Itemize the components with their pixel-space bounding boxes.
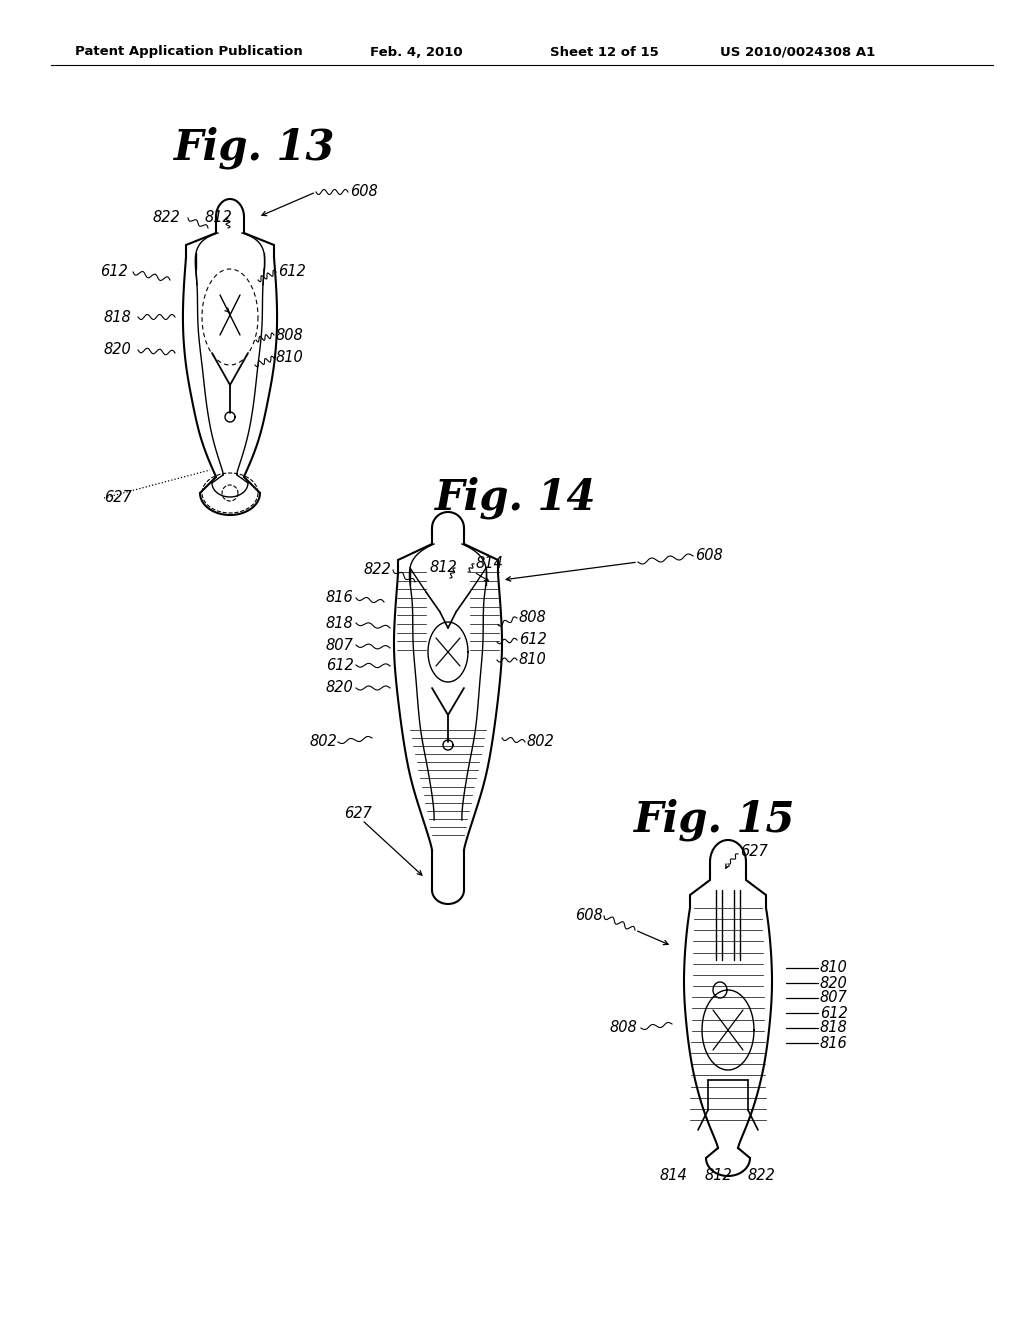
Text: 812: 812 xyxy=(205,210,232,226)
Text: 808: 808 xyxy=(610,1020,638,1035)
Text: 807: 807 xyxy=(820,990,848,1006)
Text: 812: 812 xyxy=(705,1167,733,1183)
Text: 820: 820 xyxy=(820,975,848,990)
Text: 627: 627 xyxy=(104,491,132,506)
Text: 814: 814 xyxy=(660,1167,688,1183)
Text: 608: 608 xyxy=(575,908,603,924)
Text: 627: 627 xyxy=(740,845,768,859)
Text: 608: 608 xyxy=(350,185,378,199)
Text: 807: 807 xyxy=(326,638,353,652)
Text: 816: 816 xyxy=(326,590,353,606)
Text: 808: 808 xyxy=(519,610,547,626)
Text: 808: 808 xyxy=(276,327,304,342)
Text: 627: 627 xyxy=(344,805,372,821)
Text: 820: 820 xyxy=(104,342,132,358)
Text: 802: 802 xyxy=(527,734,555,750)
Text: 812: 812 xyxy=(430,561,458,576)
Text: 608: 608 xyxy=(695,549,723,564)
Text: Patent Application Publication: Patent Application Publication xyxy=(75,45,303,58)
Text: Feb. 4, 2010: Feb. 4, 2010 xyxy=(370,45,463,58)
Text: 612: 612 xyxy=(519,632,547,648)
Text: 822: 822 xyxy=(748,1167,776,1183)
Text: 802: 802 xyxy=(310,734,338,750)
Text: 612: 612 xyxy=(326,657,353,672)
Text: 612: 612 xyxy=(820,1006,848,1020)
Text: 612: 612 xyxy=(278,264,306,280)
Text: 810: 810 xyxy=(519,652,547,668)
Text: Fig. 14: Fig. 14 xyxy=(435,477,597,519)
Text: 818: 818 xyxy=(326,615,353,631)
Text: 612: 612 xyxy=(100,264,128,280)
Text: 818: 818 xyxy=(820,1020,848,1035)
Text: 822: 822 xyxy=(153,210,181,226)
Text: Fig. 13: Fig. 13 xyxy=(174,127,336,169)
Text: Fig. 15: Fig. 15 xyxy=(634,799,796,841)
Text: 818: 818 xyxy=(104,309,132,325)
Text: Sheet 12 of 15: Sheet 12 of 15 xyxy=(550,45,658,58)
Text: 814: 814 xyxy=(476,557,504,572)
Text: 816: 816 xyxy=(820,1035,848,1051)
Text: 820: 820 xyxy=(326,681,353,696)
Text: 822: 822 xyxy=(364,562,392,578)
Text: 810: 810 xyxy=(276,351,304,366)
Text: 810: 810 xyxy=(820,961,848,975)
Text: US 2010/0024308 A1: US 2010/0024308 A1 xyxy=(720,45,876,58)
